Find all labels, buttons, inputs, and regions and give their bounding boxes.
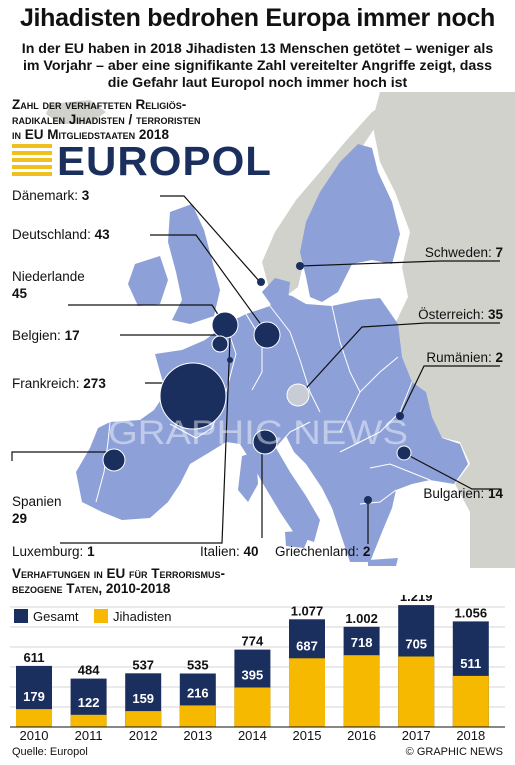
- bubble-belgien: [211, 335, 229, 353]
- uk-land: [168, 204, 220, 324]
- label-jihadisten: 395: [242, 668, 264, 683]
- bar-jihadisten: [16, 709, 52, 727]
- bar-jihadisten: [234, 687, 271, 727]
- bubble-schweden: [296, 262, 304, 270]
- sicily-land: [285, 530, 312, 548]
- ireland-land: [128, 256, 168, 306]
- map-title-line2: radikalen Jihadisten / terroristen: [12, 112, 201, 127]
- label-spanien: Spanien 29: [12, 494, 62, 526]
- label-luxemburg: Luxemburg: 1: [12, 544, 95, 559]
- label-jihadisten: 687: [296, 638, 318, 653]
- source-note: Quelle: Europol: [12, 746, 88, 758]
- non-eu-east-land: [372, 92, 515, 568]
- bar-jihadisten: [125, 711, 162, 727]
- logo-stripes-icon: [12, 144, 52, 176]
- iceland-land: [46, 100, 106, 124]
- label-gesamt: 774: [242, 634, 264, 649]
- logo-text: EUROPOL: [57, 138, 272, 184]
- label-gesamt: 537: [132, 657, 154, 672]
- bubble-oesterreich: [286, 383, 310, 407]
- label-italien: Italien: 40: [200, 544, 259, 559]
- legend-swatch-gesamt: [14, 609, 28, 623]
- label-schweden: Schweden: 7: [424, 245, 503, 260]
- legend-swatch-jihadisten: [94, 609, 108, 623]
- bubble-deutschland: [253, 321, 281, 349]
- europe-map: EUROPOL GRAPHIC NEWS: [0, 92, 515, 568]
- country-borders: [95, 271, 431, 505]
- label-frankreich: Frankreich: 273: [12, 376, 106, 391]
- legend-label-jihadisten: Jihadisten: [113, 609, 172, 624]
- legend-label-gesamt: Gesamt: [33, 609, 79, 624]
- bubble-griechenland: [364, 496, 372, 504]
- bar-jihadisten: [452, 675, 489, 727]
- bar-jihadisten: [343, 655, 380, 727]
- x-tick-label: 2018: [456, 728, 485, 743]
- arrests-bar-chart: Gesamt Jihadisten 611 179 2010 484 122 2011 537 1…: [10, 595, 505, 743]
- x-tick-label: 2015: [293, 728, 322, 743]
- corsica-sardinia-land: [238, 452, 258, 502]
- x-tick-label: 2011: [75, 728, 103, 743]
- bar-jihadisten: [179, 705, 216, 727]
- label-rumaenien: Rumänien: 2: [426, 350, 503, 365]
- label-jihadisten: 511: [460, 656, 481, 671]
- label-deutschland: Deutschland: 43: [12, 227, 110, 242]
- label-gesamt: 484: [78, 663, 100, 678]
- watermark: GRAPHIC NEWS: [108, 414, 408, 452]
- label-jihadisten: 159: [132, 691, 154, 706]
- bar-section-title: Verhaftungen in EU für Terrorismus- bezo…: [12, 566, 225, 596]
- page-subtitle: In der EU haben in 2018 Jihadisten 13 Me…: [21, 41, 494, 91]
- label-jihadisten: 718: [351, 635, 373, 650]
- x-tick-label: 2010: [20, 728, 49, 743]
- bar-jihadisten: [70, 714, 107, 727]
- label-gesamt: 611: [24, 650, 45, 665]
- label-griechenland: Griechenland: 2: [275, 544, 371, 559]
- bubble-bulgarien: [396, 445, 412, 461]
- bubble-niederlande: [211, 311, 239, 339]
- label-gesamt: 1.002: [345, 611, 378, 626]
- bubble-luxemburg: [227, 357, 233, 363]
- bubble-spanien: [102, 448, 126, 472]
- map-section-title: Zahl der verhafteten Religiös- radikalen…: [12, 97, 201, 142]
- arrest-bubbles: [102, 262, 412, 504]
- bubble-italien: [252, 429, 278, 455]
- label-belgien: Belgien: 17: [12, 328, 80, 343]
- crete-land: [368, 558, 398, 566]
- mainland-eu-land: [76, 292, 468, 562]
- bar-title-line1: Verhaftungen in EU für Terrorismus-: [12, 566, 226, 581]
- x-tick-label: 2014: [238, 728, 267, 743]
- sweden-finland-land: [300, 144, 400, 302]
- label-gesamt: 1.219: [400, 595, 433, 604]
- bar-jihadisten: [289, 658, 325, 727]
- bar-title-line2: bezogene Taten, 2010-2018: [12, 581, 171, 596]
- label-bulgarien: Bulgarien: 14: [423, 486, 503, 501]
- map-title-line3: in EU Mitgliedstaaten 2018: [12, 127, 169, 142]
- bubble-rumaenien: [396, 412, 404, 420]
- credit: © GRAPHIC NEWS: [405, 746, 503, 758]
- page-title: Jihadisten bedrohen Europa immer noch: [19, 4, 496, 32]
- leader-lines: [11, 195, 500, 544]
- label-jihadisten: 179: [23, 689, 45, 704]
- label-niederlande: Niederlande 45: [12, 269, 85, 301]
- bar-jihadisten: [398, 656, 435, 727]
- label-gesamt: 1.077: [291, 603, 324, 618]
- x-tick-label: 2013: [183, 728, 212, 743]
- bubble-daenemark: [257, 278, 265, 286]
- label-gesamt: 1.056: [455, 605, 488, 620]
- label-daenemark: Dänemark: 3: [12, 188, 90, 203]
- label-gesamt: 535: [187, 658, 209, 673]
- label-oesterreich: Österreich: 35: [418, 307, 503, 322]
- map-title-line1: Zahl der verhafteten Religiös-: [12, 97, 187, 112]
- label-jihadisten: 216: [187, 685, 209, 700]
- x-tick-label: 2016: [347, 728, 376, 743]
- bubble-frankreich: [159, 362, 227, 430]
- x-tick-label: 2012: [129, 728, 158, 743]
- denmark-land: [262, 278, 290, 306]
- label-jihadisten: 705: [405, 637, 427, 652]
- europol-logo: EUROPOL: [12, 138, 272, 184]
- label-jihadisten: 122: [78, 695, 100, 710]
- x-tick-label: 2017: [402, 728, 431, 743]
